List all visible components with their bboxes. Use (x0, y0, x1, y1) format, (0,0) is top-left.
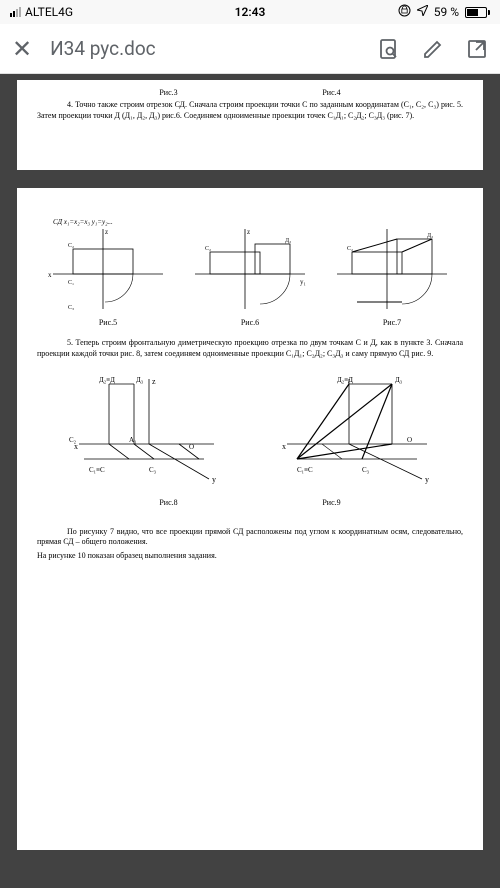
svg-text:x: x (48, 271, 52, 279)
svg-text:A₁: A₁ (129, 436, 137, 444)
svg-text:C₁≡C: C₁≡C (89, 466, 105, 474)
figure-label: Рис.5 (99, 318, 117, 328)
close-icon[interactable]: ✕ (12, 35, 32, 63)
document-page-1: Рис.3 Рис.4 4. Точно также строим отрезо… (17, 80, 483, 170)
svg-text:z: z (152, 377, 156, 386)
svg-text:y₁: y₁ (300, 278, 306, 286)
svg-text:C₁≡C: C₁≡C (297, 466, 313, 474)
svg-text:O: O (407, 436, 412, 444)
svg-text:Д₂: Д₂ (427, 233, 433, 239)
status-bar: ALTEL4G 12:43 59 % (0, 0, 500, 24)
diagram-figure-5: СД x₁=x₂=x₃ y₁=y₂... x z C₂ C₁ C₃ (43, 214, 173, 314)
svg-text:x: x (282, 442, 286, 451)
svg-text:C₂: C₂ (68, 243, 74, 249)
figure-label: Рис.8 (159, 498, 177, 508)
svg-text:z: z (105, 228, 108, 236)
diagram-figure-7: Д₂ C₂ (327, 214, 457, 314)
svg-text:C₂: C₂ (205, 246, 211, 252)
svg-text:Д₃: Д₃ (136, 376, 144, 384)
svg-text:C₂: C₂ (347, 246, 353, 252)
battery-percent: 59 % (434, 5, 459, 19)
battery-icon (465, 7, 490, 18)
paragraph: 4. Точно также строим отрезок СД. Сначал… (37, 100, 463, 121)
location-icon (417, 5, 428, 19)
document-page-2: СД x₁=x₂=x₃ y₁=y₂... x z C₂ C₁ C₃ z (17, 188, 483, 850)
edit-icon[interactable] (422, 38, 444, 60)
svg-text:C₂: C₂ (69, 436, 77, 444)
svg-text:O: O (189, 443, 194, 451)
figure-label: Рис.3 (159, 88, 177, 98)
paragraph: 5. Теперь строим фронтальную диметрическ… (37, 338, 463, 359)
svg-text:Д₂≡Д: Д₂≡Д (337, 376, 353, 384)
search-in-page-icon[interactable] (378, 38, 400, 60)
file-title: И34 рус.doc (50, 37, 360, 60)
app-header: ✕ И34 рус.doc (0, 24, 500, 74)
svg-text:C₁: C₁ (68, 280, 74, 286)
document-viewport[interactable]: Рис.3 Рис.4 4. Точно также строим отрезо… (0, 74, 500, 888)
svg-text:C₃: C₃ (68, 305, 74, 311)
carrier-label: ALTEL4G (25, 5, 73, 19)
figure-label: Рис.6 (241, 318, 259, 328)
svg-text:y: y (425, 475, 429, 484)
status-time: 12:43 (235, 5, 266, 19)
svg-text:C₃: C₃ (362, 466, 370, 474)
open-external-icon[interactable] (466, 38, 488, 60)
svg-text:Д₂≡Д: Д₂≡Д (99, 376, 115, 384)
diagram-figure-9: x y O Д₂≡Д Д₃ C₁≡C C₃ (267, 364, 447, 494)
status-right: 59 % (398, 4, 490, 20)
orientation-lock-icon (398, 4, 411, 20)
svg-text:Д₂: Д₂ (285, 238, 291, 244)
svg-text:Д₃: Д₃ (395, 376, 403, 384)
svg-text:y: y (212, 475, 216, 484)
figure-label: Рис.9 (322, 498, 340, 508)
svg-text:z: z (247, 228, 250, 236)
svg-text:C₃: C₃ (149, 466, 157, 474)
figure-label: Рис.4 (322, 88, 340, 98)
paragraph: На рисунке 10 показан образец выполнения… (37, 551, 463, 561)
figure-label: Рис.7 (383, 318, 401, 328)
diagram-figure-8: x z y O Д₂≡Д Д₃ C₂ C₁≡C C₃ A₁ (54, 364, 234, 494)
diagram-figure-6: z y₁ C₂ Д₂ (185, 214, 315, 314)
paragraph: По рисунку 7 видно, что все проекции пря… (37, 527, 463, 548)
svg-text:СД x₁=x₂=x₃ y₁=y₂...: СД x₁=x₂=x₃ y₁=y₂... (53, 218, 113, 226)
status-left: ALTEL4G (10, 5, 73, 19)
signal-icon (10, 7, 21, 17)
